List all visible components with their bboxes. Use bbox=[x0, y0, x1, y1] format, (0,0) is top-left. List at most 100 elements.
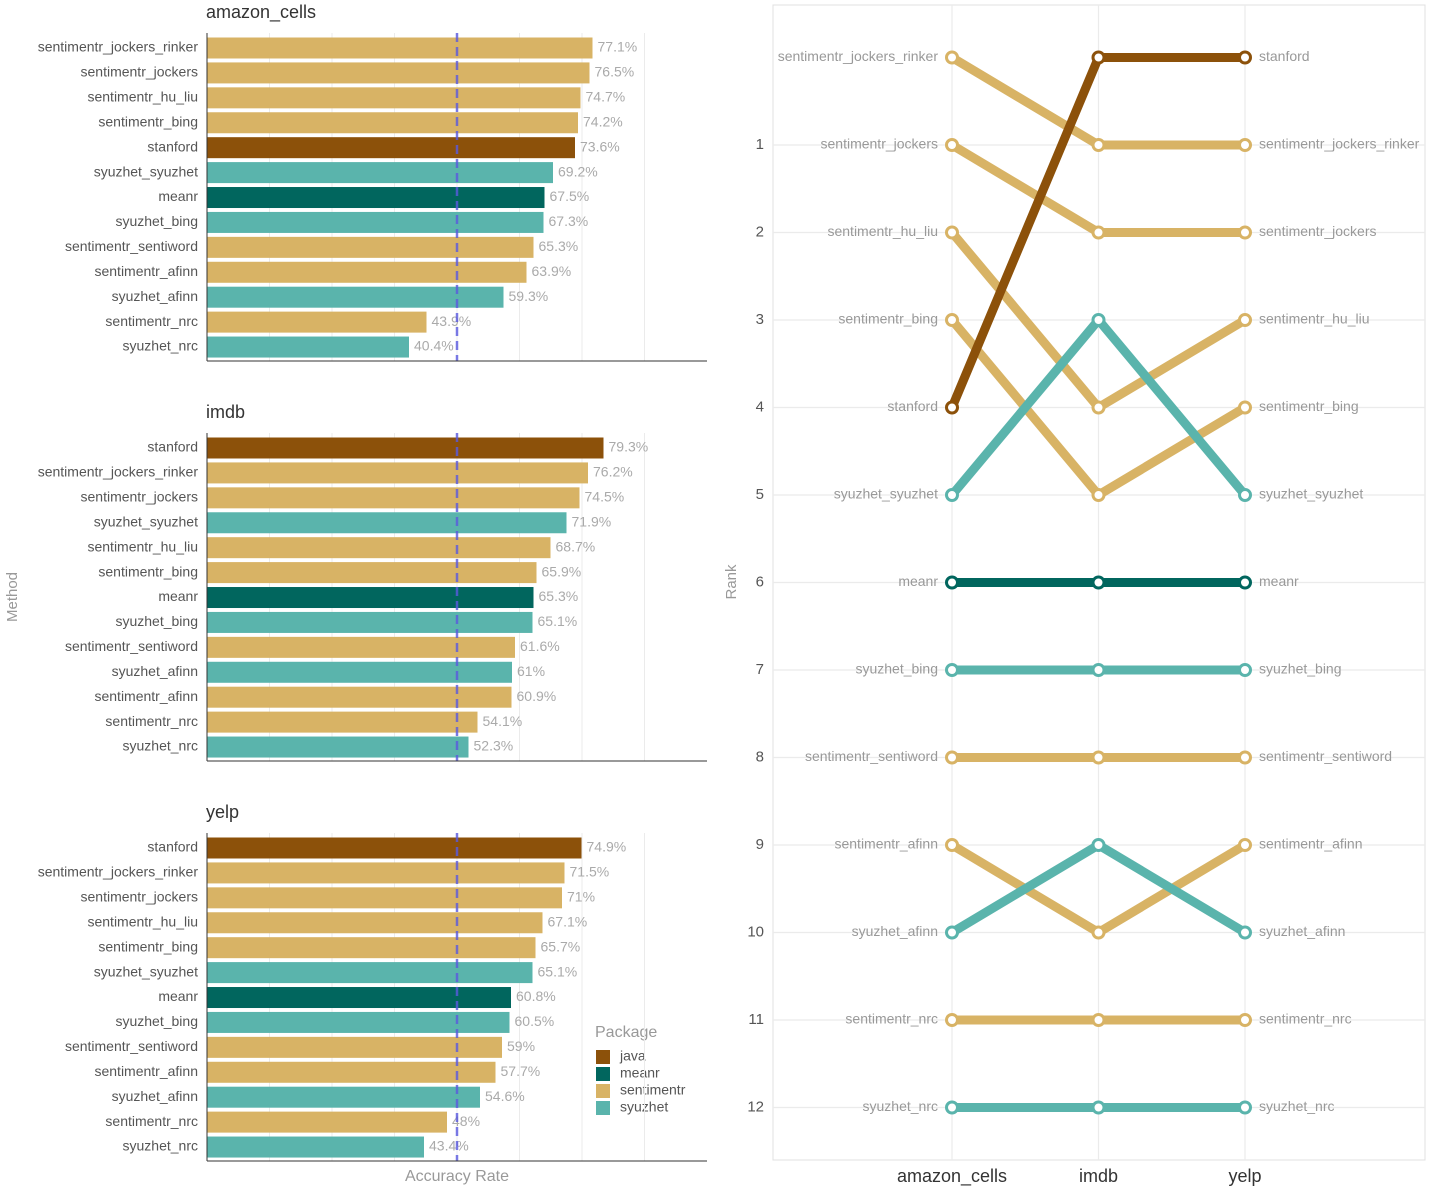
line-label-right: sentimentr_sentiword bbox=[1259, 748, 1392, 764]
y-tick-label: 9 bbox=[756, 836, 764, 853]
bump-point bbox=[945, 750, 959, 765]
line-label-right: syuzhet_nrc bbox=[1259, 1098, 1334, 1114]
bar bbox=[207, 462, 588, 484]
y-tick-label: 11 bbox=[748, 1011, 764, 1028]
bump-point bbox=[1238, 750, 1252, 765]
line-label-right: sentimentr_bing bbox=[1259, 398, 1359, 414]
panel-title: yelp bbox=[206, 802, 239, 822]
bump-point bbox=[1091, 400, 1106, 415]
bar bbox=[207, 962, 533, 984]
line-label-left: sentimentr_bing bbox=[838, 311, 938, 327]
value-label: 57.7% bbox=[501, 1063, 541, 1079]
y-tick-label: syuzhet_afinn bbox=[112, 663, 198, 679]
line-label-left: syuzhet_afinn bbox=[852, 923, 938, 939]
value-label: 54.1% bbox=[483, 713, 523, 729]
y-tick-label: sentimentr_bing bbox=[98, 938, 198, 954]
value-label: 63.9% bbox=[532, 263, 572, 279]
value-label: 43.4% bbox=[429, 1138, 469, 1154]
bar bbox=[207, 1111, 447, 1133]
bump-point bbox=[945, 400, 959, 415]
value-label: 67.3% bbox=[549, 213, 589, 229]
bar bbox=[207, 112, 578, 134]
line-label-right: sentimentr_jockers_rinker bbox=[1259, 136, 1420, 152]
y-tick-label: sentimentr_hu_liu bbox=[87, 913, 198, 929]
bar bbox=[207, 862, 565, 884]
y-tick-label: syuzhet_afinn bbox=[112, 288, 198, 304]
value-label: 65.3% bbox=[539, 238, 579, 254]
bar bbox=[207, 987, 511, 1009]
y-tick-label: syuzhet_bing bbox=[115, 213, 198, 229]
y-tick-label: sentimentr_nrc bbox=[105, 713, 198, 729]
y-tick-label: meanr bbox=[158, 588, 198, 604]
y-tick-label: syuzhet_syuzhet bbox=[94, 513, 198, 529]
x-axis-label: Accuracy Rate bbox=[405, 1168, 509, 1185]
legend-swatch bbox=[596, 1050, 610, 1064]
x-tick-label: amazon_cells bbox=[897, 1166, 1007, 1187]
legend-label: java bbox=[619, 1048, 646, 1064]
line-label-right: sentimentr_nrc bbox=[1259, 1011, 1352, 1027]
bump-point bbox=[1238, 488, 1252, 502]
line-label-left: sentimentr_jockers bbox=[821, 136, 939, 152]
bump-point bbox=[1091, 313, 1106, 327]
value-label: 74.7% bbox=[586, 89, 626, 105]
bump-point bbox=[1238, 1013, 1252, 1027]
value-label: 68.7% bbox=[556, 538, 596, 554]
y-tick-label: sentimentr_afinn bbox=[94, 688, 198, 704]
bump-point bbox=[1238, 50, 1252, 65]
bar bbox=[207, 87, 581, 109]
legend-label: sentimentr bbox=[620, 1082, 686, 1098]
bump-point bbox=[1091, 488, 1106, 502]
value-label: 61.6% bbox=[520, 638, 560, 654]
bump-point bbox=[1238, 1100, 1252, 1115]
bump-point bbox=[1091, 1013, 1106, 1027]
line-label-left: sentimentr_hu_liu bbox=[827, 223, 938, 239]
value-label: 60.9% bbox=[517, 688, 557, 704]
bar bbox=[207, 1086, 480, 1108]
value-label: 65.3% bbox=[539, 588, 579, 604]
line-label-left: syuzhet_bing bbox=[855, 661, 938, 677]
y-tick-label: 10 bbox=[747, 923, 764, 940]
bump-point bbox=[1238, 400, 1252, 415]
y-tick-label: syuzhet_nrc bbox=[123, 338, 198, 354]
line-label-right: sentimentr_afinn bbox=[1259, 836, 1363, 852]
bump-point bbox=[945, 225, 959, 240]
bump-point bbox=[1091, 1100, 1106, 1115]
y-tick-label: 3 bbox=[756, 311, 764, 328]
y-tick-label: 1 bbox=[756, 136, 764, 153]
y-tick-label: 12 bbox=[747, 1098, 764, 1115]
value-label: 40.4% bbox=[414, 338, 454, 354]
x-tick-label: imdb bbox=[1079, 1166, 1118, 1186]
y-tick-label: sentimentr_nrc bbox=[105, 313, 198, 329]
bar bbox=[207, 311, 427, 333]
y-tick-label: syuzhet_nrc bbox=[123, 1138, 198, 1154]
y-tick-label: 5 bbox=[756, 486, 764, 503]
value-label: 60.8% bbox=[516, 988, 556, 1004]
y-tick-label: meanr bbox=[158, 188, 198, 204]
value-label: 74.9% bbox=[587, 839, 627, 855]
legend-swatch bbox=[596, 1101, 610, 1115]
value-label: 48% bbox=[452, 1113, 480, 1129]
y-tick-label: stanford bbox=[147, 439, 198, 455]
value-label: 71% bbox=[567, 889, 595, 905]
y-tick-label: sentimentr_jockers bbox=[81, 489, 199, 505]
y-tick-label: sentimentr_afinn bbox=[94, 263, 198, 279]
y-tick-label: meanr bbox=[158, 988, 198, 1004]
y-tick-label: sentimentr_sentiword bbox=[65, 238, 198, 254]
bar bbox=[207, 137, 575, 159]
line-label-right: syuzhet_syuzhet bbox=[1259, 486, 1363, 502]
bar bbox=[207, 937, 536, 959]
bump-point bbox=[1238, 925, 1252, 940]
line-label-left: sentimentr_sentiword bbox=[805, 748, 938, 764]
line-label-left: meanr bbox=[898, 573, 938, 589]
bar bbox=[207, 686, 512, 708]
bar bbox=[207, 837, 582, 859]
bar bbox=[207, 187, 545, 209]
y-tick-label: stanford bbox=[147, 138, 198, 154]
bar bbox=[207, 912, 543, 934]
value-label: 43.9% bbox=[432, 313, 472, 329]
bump-point bbox=[945, 138, 959, 152]
bump-point bbox=[945, 313, 959, 327]
y-tick-label: sentimentr_jockers bbox=[81, 64, 199, 80]
value-label: 60.5% bbox=[515, 1013, 555, 1029]
